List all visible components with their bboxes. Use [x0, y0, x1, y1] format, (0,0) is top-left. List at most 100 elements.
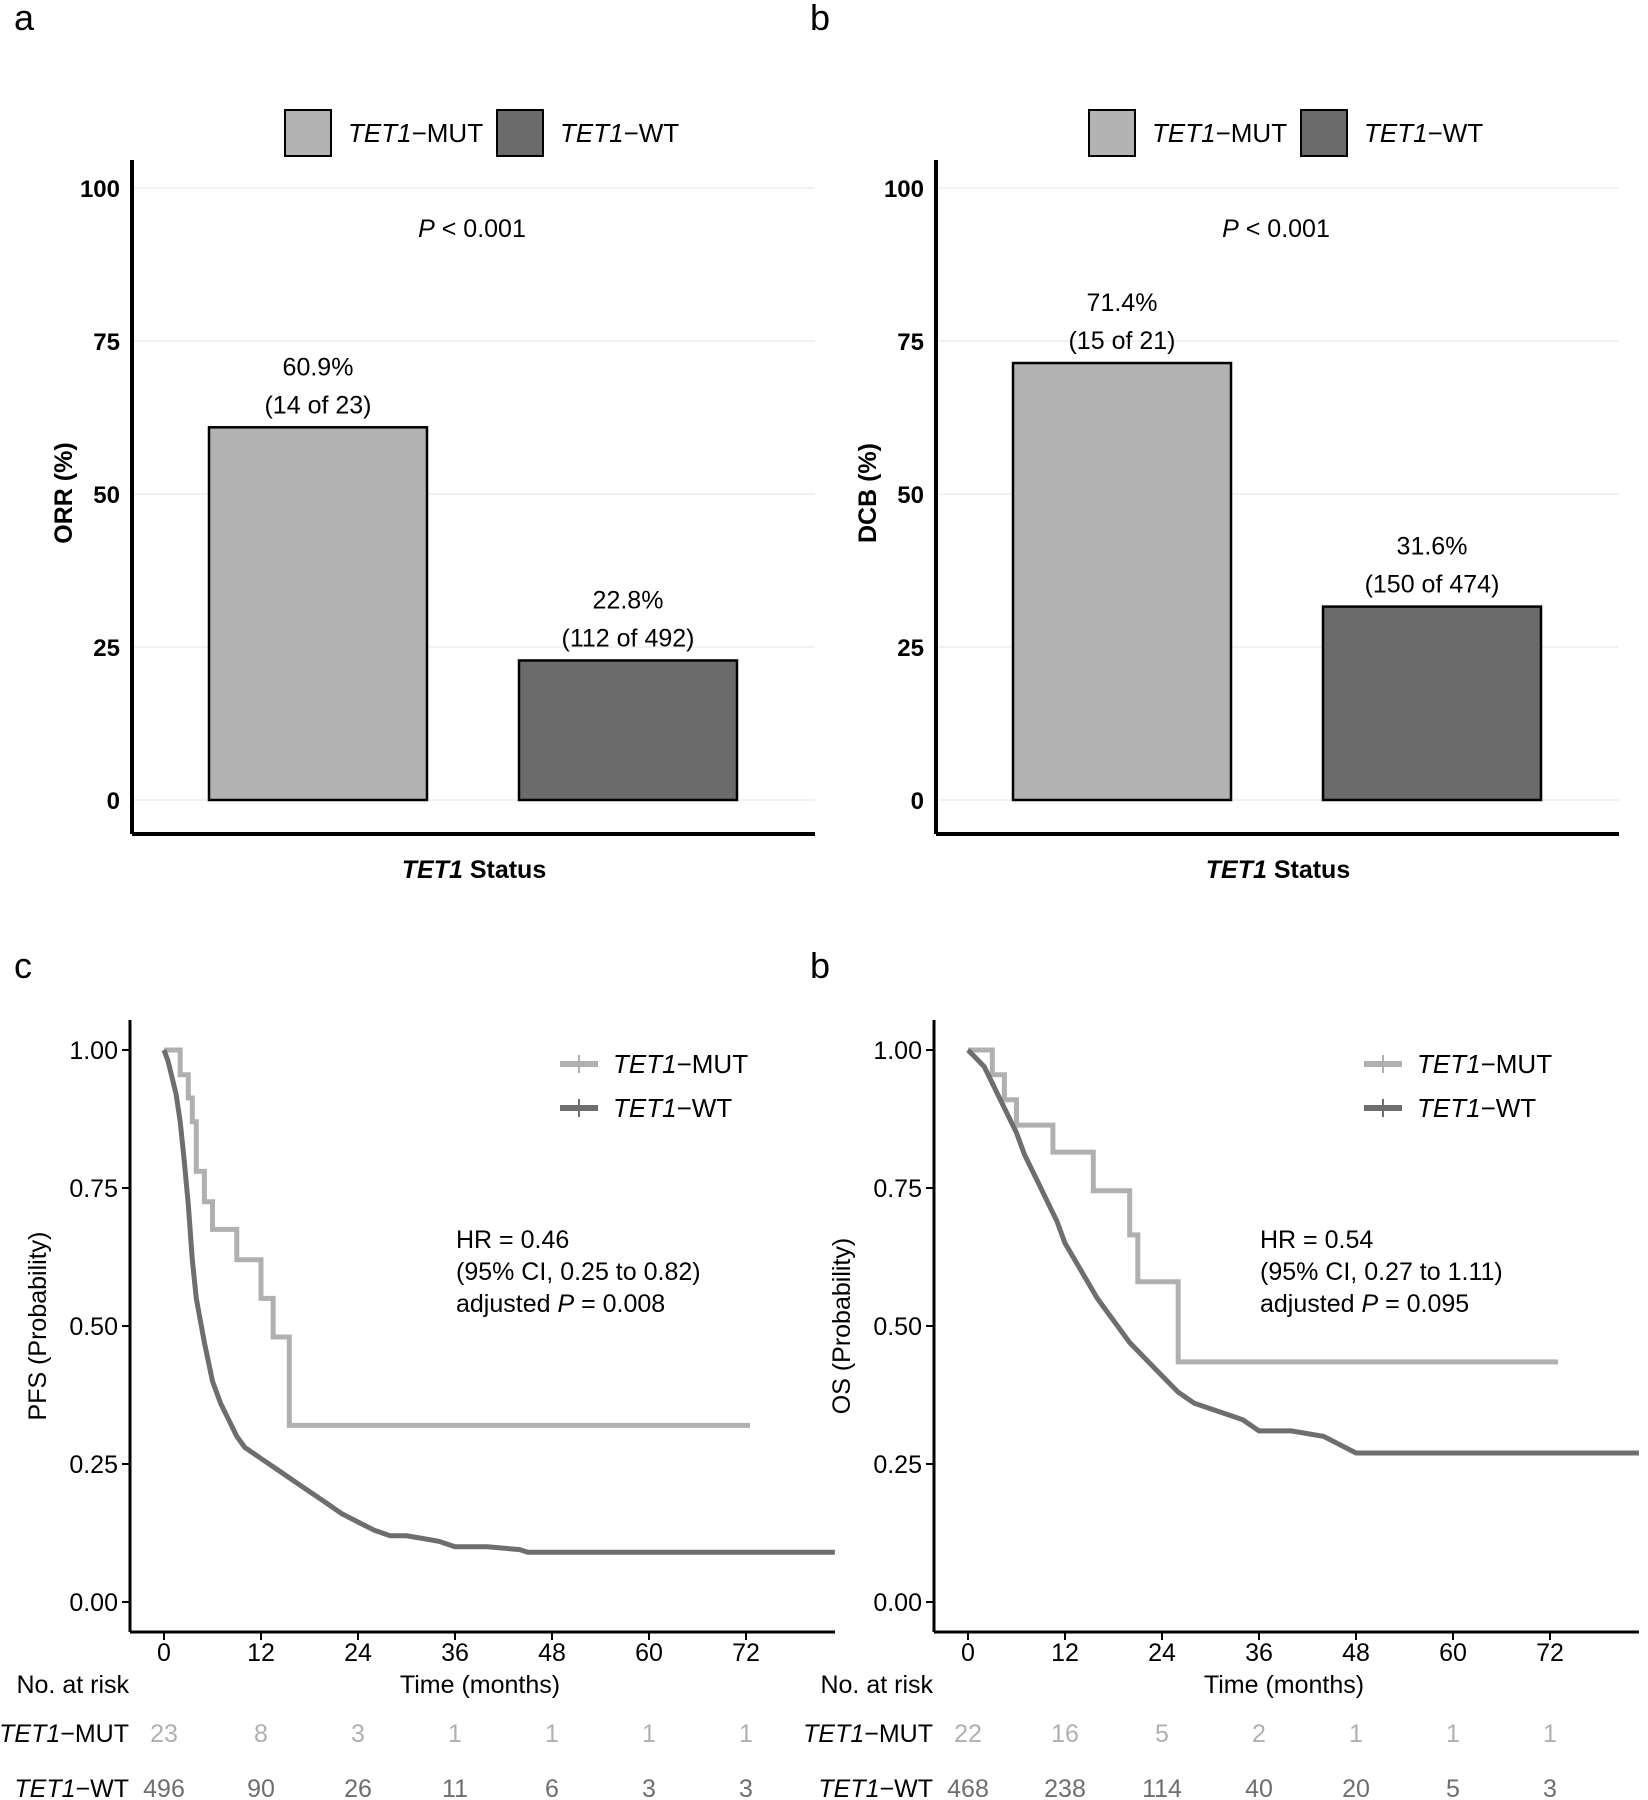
y-tick-label: 0.00: [873, 1589, 922, 1617]
p-value-annotation: P < 0.001: [1222, 215, 1330, 243]
x-tick-label: 60: [635, 1639, 663, 1667]
risk-count: 1: [1349, 1720, 1363, 1748]
risk-count: 23: [150, 1720, 178, 1748]
risk-count: 26: [344, 1775, 372, 1800]
legend-label-mut-suffix: −MUT: [412, 118, 484, 148]
y-tick-label: 50: [897, 482, 924, 509]
y-axis-label: DCB (%): [854, 443, 882, 543]
x-axis-label-gene: TET1: [402, 856, 463, 884]
legend-label-mut-italic: TET1: [348, 118, 412, 148]
risk-row-suffix: −MUT: [864, 1720, 933, 1748]
y-tick-label: 0: [911, 788, 924, 815]
y-tick-label: 0.50: [69, 1313, 118, 1341]
risk-count: 496: [143, 1775, 185, 1800]
risk-count: 6: [545, 1775, 559, 1800]
x-tick-label: 36: [1245, 1639, 1273, 1667]
hr-stat-line: (95% CI, 0.27 to 1.11): [1260, 1258, 1503, 1286]
x-tick-label: 72: [1536, 1639, 1564, 1667]
risk-count: 3: [351, 1720, 365, 1748]
legend-label-wt-suffix: −WT: [624, 118, 680, 148]
y-tick-label: 75: [897, 329, 924, 356]
risk-row-suffix: −MUT: [60, 1720, 129, 1748]
km-curve-mut: [164, 1047, 750, 1428]
bar-wt: [517, 659, 739, 802]
risk-count: 1: [1543, 1720, 1557, 1748]
risk-count: 468: [947, 1775, 989, 1800]
legend-gene: TET1: [613, 1049, 677, 1079]
legend-label-mut: TET1−MUT: [1417, 1049, 1552, 1079]
risk-count: 5: [1446, 1775, 1460, 1800]
legend-label-mut: TET1−MUT: [1152, 118, 1287, 148]
legend-suffix: −MUT: [677, 1049, 749, 1079]
risk-row-suffix: −WT: [76, 1775, 129, 1800]
risk-row-label: TET1−WT: [818, 1775, 933, 1800]
legend-gene: TET1: [613, 1093, 677, 1123]
legend-label-mut: TET1−MUT: [613, 1049, 748, 1079]
hr-stat-prefix: adjusted: [456, 1290, 557, 1318]
y-tick-label: 0: [107, 788, 120, 815]
risk-count: 1: [545, 1720, 559, 1748]
km-chart-os: 0.000.250.500.751.000 12 24 36 48 60 72TET1−MU…: [803, 1020, 1639, 1800]
p-value-annotation: P < 0.001: [418, 215, 526, 243]
risk-row-label: TET1−MUT: [803, 1720, 933, 1748]
hr-stat-text: (95% CI, 0.25 to 0.82): [456, 1258, 701, 1286]
legend-label-wt-suffix: −WT: [1428, 118, 1484, 148]
y-tick-label: 25: [93, 635, 120, 662]
risk-count: 1: [642, 1720, 656, 1748]
risk-row-gene: TET1: [803, 1720, 864, 1748]
risk-table-title: No. at risk: [16, 1671, 129, 1699]
y-tick-label: 0.25: [873, 1451, 922, 1479]
bar-data-label: 31.6%: [1397, 533, 1468, 561]
x-axis-label: TET1 Status: [402, 856, 546, 884]
risk-row-gene: TET1: [0, 1720, 60, 1748]
hr-stat-line: adjusted P = 0.095: [1260, 1290, 1469, 1318]
panel-label-d: b: [810, 945, 830, 986]
legend-suffix: −WT: [677, 1093, 733, 1123]
legend-swatch-wt: [496, 109, 544, 157]
hr-stat-text: HR = 0.46: [456, 1226, 569, 1254]
risk-row-gene: TET1: [818, 1775, 879, 1800]
hr-stat-value: = 0.008: [574, 1290, 665, 1318]
y-axis-label: OS (Probability): [828, 1238, 856, 1414]
legend-suffix: −MUT: [1481, 1049, 1553, 1079]
y-tick-label: 0.75: [873, 1175, 922, 1203]
bar-wt: [1321, 605, 1543, 802]
y-tick-label: 0.00: [69, 1589, 118, 1617]
risk-row-suffix: −WT: [880, 1775, 933, 1800]
x-tick-label: 36: [441, 1639, 469, 1667]
legend-label-mut: TET1−MUT: [348, 118, 483, 148]
bar-data-label: 22.8%: [593, 586, 664, 614]
x-axis-label-gene: TET1: [1206, 856, 1267, 884]
legend-label-wt: TET1−WT: [1364, 118, 1483, 148]
legend-label-wt-italic: TET1: [1364, 118, 1428, 148]
x-tick-label: 0: [961, 1639, 975, 1667]
x-tick-label: 0: [157, 1639, 171, 1667]
hr-stat-prefix: adjusted: [1260, 1290, 1361, 1318]
y-tick-label: 1.00: [69, 1037, 118, 1065]
p-value-text: < 0.001: [435, 215, 526, 243]
x-tick-label: 24: [344, 1639, 372, 1667]
risk-count: 5: [1155, 1720, 1169, 1748]
km-chart-pfs: 0.000.250.500.751.000 12 24 36 48 60 72TET1−MU…: [0, 1020, 835, 1800]
y-tick-label: 100: [80, 176, 120, 203]
hr-stat-line: HR = 0.46: [456, 1226, 569, 1254]
legend-label-mut-italic: TET1: [1152, 118, 1216, 148]
panel-label-a: a: [14, 0, 35, 38]
x-tick-label: 24: [1148, 1639, 1176, 1667]
risk-count: 22: [954, 1720, 982, 1748]
hr-stat-text: HR = 0.54: [1260, 1226, 1373, 1254]
legend-gene: TET1: [1417, 1049, 1481, 1079]
legend-label-wt-italic: TET1: [560, 118, 624, 148]
bar-data-label: (15 of 21): [1068, 327, 1175, 355]
km-curve-mut: [968, 1047, 1559, 1365]
risk-count: 40: [1245, 1775, 1273, 1800]
risk-count: 3: [642, 1775, 656, 1800]
risk-count: 20: [1342, 1775, 1370, 1800]
bar-mut: [1011, 361, 1233, 802]
legend-label-wt: TET1−WT: [560, 118, 679, 148]
x-axis-label-rest: Status: [1267, 856, 1350, 884]
legend-label-mut-suffix: −MUT: [1216, 118, 1288, 148]
risk-count: 2: [1252, 1720, 1266, 1748]
